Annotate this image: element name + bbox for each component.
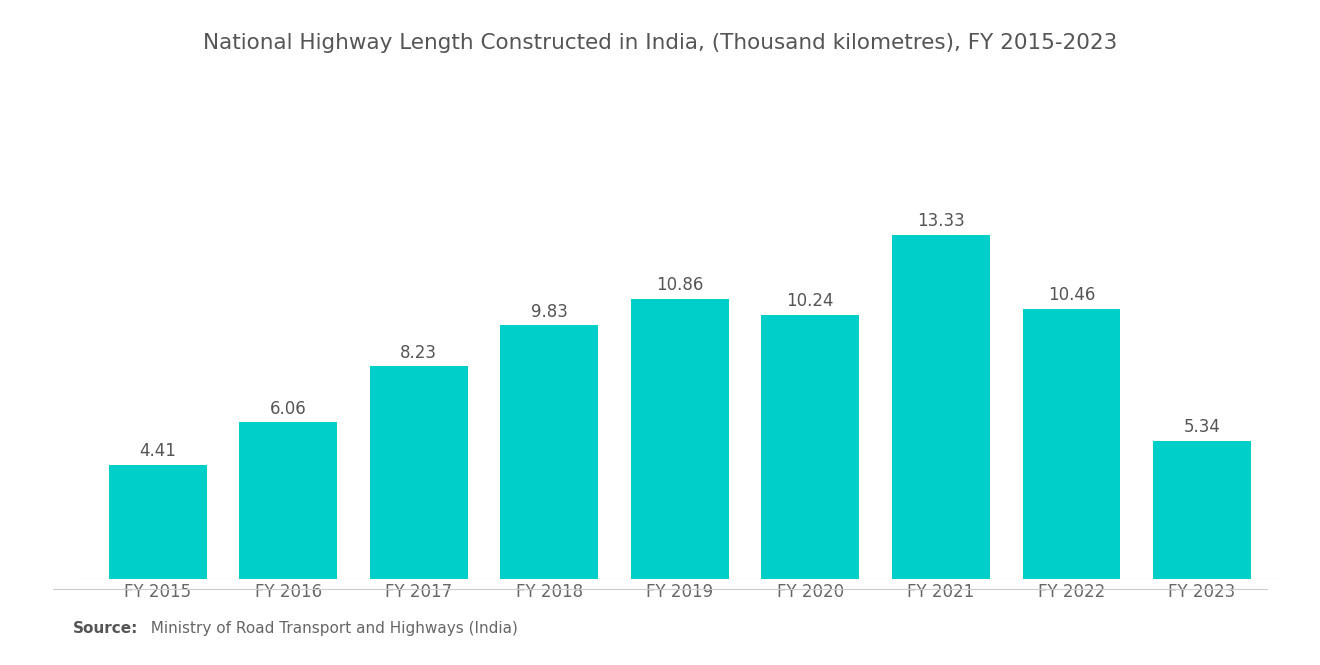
Bar — [631, 299, 729, 579]
Bar — [762, 315, 859, 579]
Text: 9.83: 9.83 — [531, 303, 568, 321]
Text: 10.24: 10.24 — [787, 292, 834, 310]
Text: 10.86: 10.86 — [656, 276, 704, 294]
Text: National Highway Length Constructed in India, (Thousand kilometres), FY 2015-202: National Highway Length Constructed in I… — [203, 33, 1117, 53]
Text: 8.23: 8.23 — [400, 344, 437, 362]
Bar — [1154, 441, 1251, 579]
Bar — [892, 235, 990, 579]
Bar — [108, 465, 206, 579]
Text: 6.06: 6.06 — [269, 400, 306, 418]
Text: Source:: Source: — [73, 621, 139, 636]
Text: 4.41: 4.41 — [139, 442, 176, 460]
Bar — [370, 366, 467, 579]
Bar — [1023, 309, 1121, 579]
Text: 13.33: 13.33 — [917, 212, 965, 230]
Text: Ministry of Road Transport and Highways (India): Ministry of Road Transport and Highways … — [141, 621, 519, 636]
Bar — [500, 325, 598, 579]
Bar — [239, 422, 337, 579]
Text: 10.46: 10.46 — [1048, 287, 1096, 305]
Text: 5.34: 5.34 — [1184, 418, 1221, 436]
